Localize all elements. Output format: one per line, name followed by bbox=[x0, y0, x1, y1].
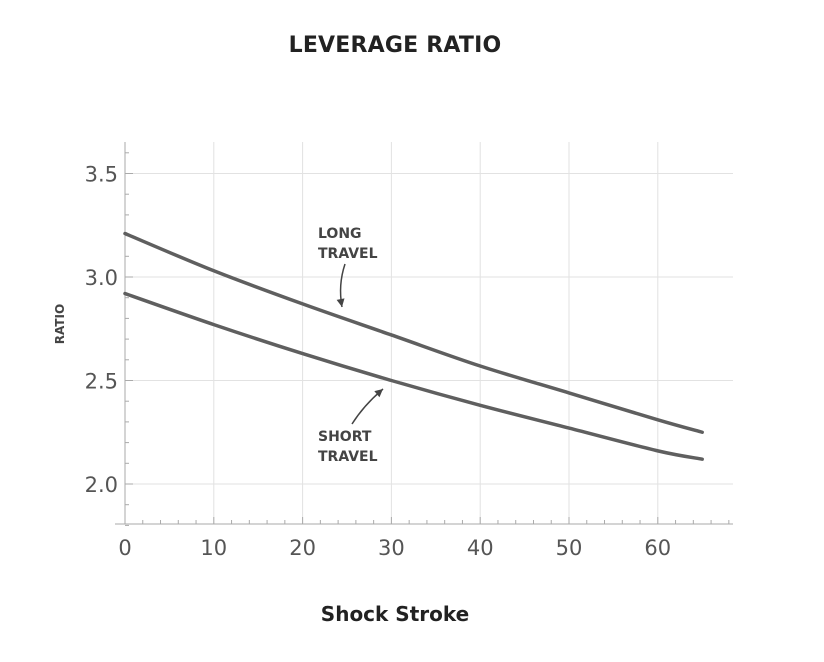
annotation-long-travel-label: LONG bbox=[318, 226, 362, 242]
x-tick-label: 30 bbox=[378, 536, 405, 560]
annotations: LONG TRAVEL SHORT TRAVEL bbox=[318, 226, 384, 465]
y-tick-label: 2.5 bbox=[85, 370, 118, 394]
x-tick-label: 0 bbox=[118, 536, 131, 560]
grid-lines bbox=[125, 142, 733, 524]
annotation-short-travel-label: SHORT bbox=[318, 429, 372, 445]
annotation-long-travel-label: TRAVEL bbox=[318, 246, 378, 262]
y-tick-label: 2.0 bbox=[85, 473, 118, 497]
x-tick-label: 40 bbox=[467, 536, 494, 560]
y-tick-label: 3.5 bbox=[85, 163, 118, 187]
series-line-long-travel bbox=[123, 231, 704, 434]
series-lines bbox=[123, 231, 704, 461]
x-tick-label: 10 bbox=[200, 536, 227, 560]
annotation-arrowhead bbox=[336, 298, 345, 307]
series-line-short-travel bbox=[123, 291, 704, 461]
annotation-short-travel-label: TRAVEL bbox=[318, 449, 378, 465]
y-tick-label: 3.0 bbox=[85, 266, 118, 290]
x-tick-label: 60 bbox=[644, 536, 671, 560]
chart-title: LEVERAGE RATIO bbox=[288, 33, 502, 58]
x-axis-label: Shock Stroke bbox=[320, 602, 470, 626]
x-tick-label: 50 bbox=[556, 536, 583, 560]
annotation-arrowhead bbox=[374, 389, 383, 398]
x-tick-label: 20 bbox=[289, 536, 316, 560]
axes: 0 10 20 30 40 50 60 2.0 2.5 3.0 3.5 bbox=[85, 142, 733, 560]
